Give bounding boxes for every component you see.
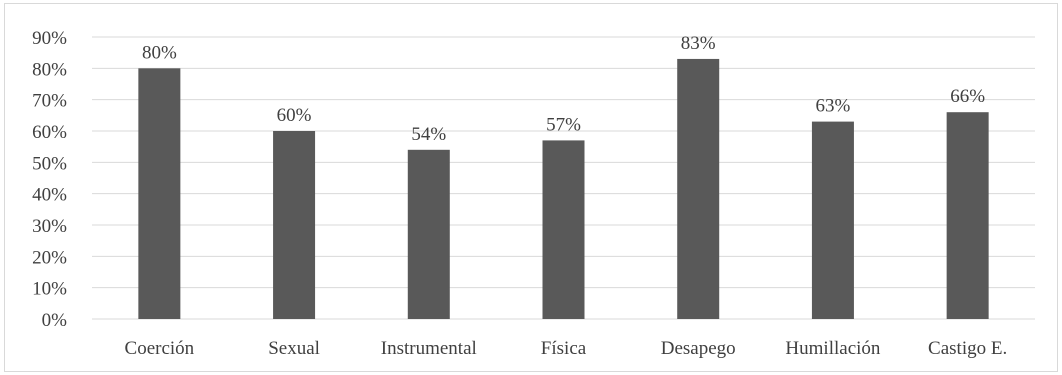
category-labels: Coerción Sexual Instrumental Física Desapego… [125, 338, 1008, 359]
data-label: 63% [816, 96, 851, 117]
y-tick-label: 80% [32, 59, 67, 80]
y-tick-label: 30% [32, 216, 67, 237]
y-tick-label: 60% [32, 122, 67, 143]
category-label: Sexual [268, 338, 320, 359]
y-tick-label: 10% [32, 279, 67, 300]
data-labels: 80% 60% 54% 57% 83% 63% 66% [142, 33, 985, 145]
category-label: Instrumental [381, 338, 477, 359]
bar-1 [273, 131, 316, 319]
y-tick-label: 40% [32, 185, 67, 206]
y-tick-label: 70% [32, 91, 67, 112]
bars [138, 58, 989, 319]
bar-3 [542, 140, 585, 319]
y-tick-label: 90% [32, 28, 67, 49]
gridlines [92, 36, 1035, 320]
y-axis-ticks: 0% 10% 20% 30% 40% 50% 60% 70% 80% 90% [32, 28, 67, 331]
y-tick-label: 20% [32, 247, 67, 268]
data-label: 66% [950, 86, 985, 107]
category-label: Humillación [785, 338, 880, 359]
bar-0 [138, 68, 181, 319]
data-label: 60% [277, 105, 312, 126]
category-label: Coerción [125, 338, 195, 359]
data-label: 83% [681, 33, 716, 54]
category-label: Física [541, 338, 587, 359]
data-label: 57% [546, 114, 581, 135]
bar-6 [946, 112, 989, 319]
data-label: 80% [142, 42, 177, 63]
bar-2 [407, 149, 450, 319]
y-tick-label: 50% [32, 153, 67, 174]
bar-4 [677, 58, 720, 319]
y-tick-label: 0% [42, 310, 68, 331]
bar-5 [811, 121, 854, 319]
data-label: 54% [411, 124, 446, 145]
category-label: Desapego [661, 338, 736, 359]
category-label: Castigo E. [928, 338, 1007, 359]
